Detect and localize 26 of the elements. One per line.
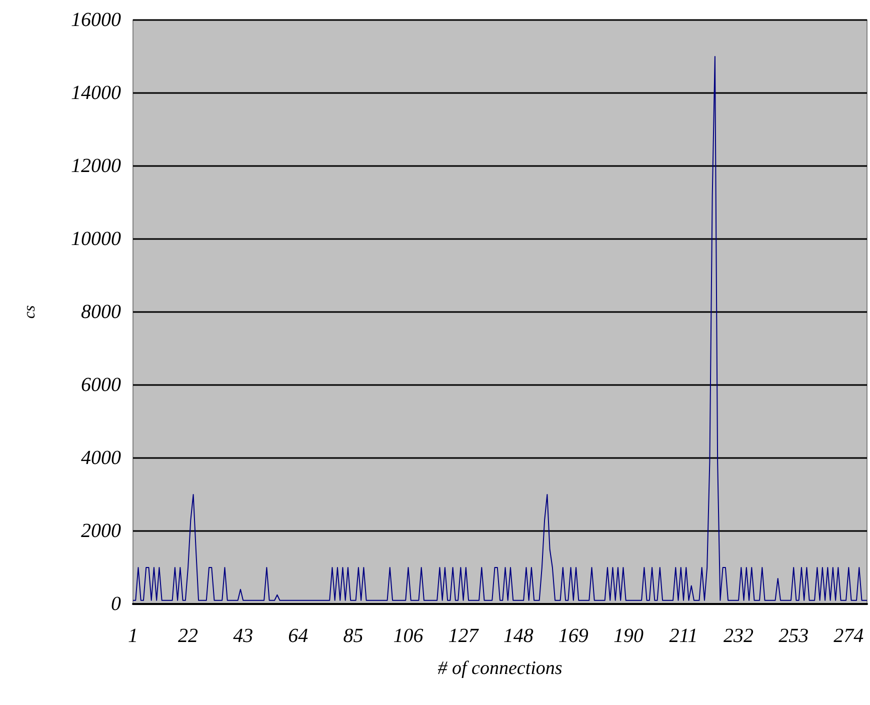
x-tick-label: 148	[503, 625, 534, 647]
y-tick-label: 0	[111, 593, 121, 615]
x-tick-label: 127	[448, 625, 480, 647]
x-tick-label: 232	[724, 625, 754, 647]
x-tick-label: 1	[128, 625, 138, 647]
y-tick-label: 6000	[81, 374, 121, 396]
y-axis-title: cs	[22, 305, 38, 319]
y-tick-label: 4000	[81, 447, 121, 469]
x-tick-label: 64	[288, 625, 308, 647]
y-tick-label: 16000	[71, 9, 121, 31]
x-tick-label: 22	[178, 625, 198, 647]
y-tick-label: 14000	[71, 82, 121, 104]
y-tick-label: 2000	[81, 520, 121, 542]
x-tick-label: 190	[613, 625, 644, 647]
x-tick-label: 169	[558, 625, 588, 647]
y-tick-label: 12000	[71, 155, 121, 177]
x-tick-label: 106	[393, 625, 424, 647]
x-tick-label: 211	[669, 625, 698, 647]
x-tick-label: 43	[233, 625, 254, 647]
x-tick-label: 253	[778, 625, 809, 647]
x-axis-title: # of connections	[438, 658, 562, 679]
x-tick-label: 85	[343, 625, 364, 647]
y-tick-label: 8000	[81, 301, 121, 323]
x-tick-label: 274	[834, 625, 864, 647]
y-tick-label: 10000	[71, 228, 121, 250]
line-series	[132, 56, 868, 601]
